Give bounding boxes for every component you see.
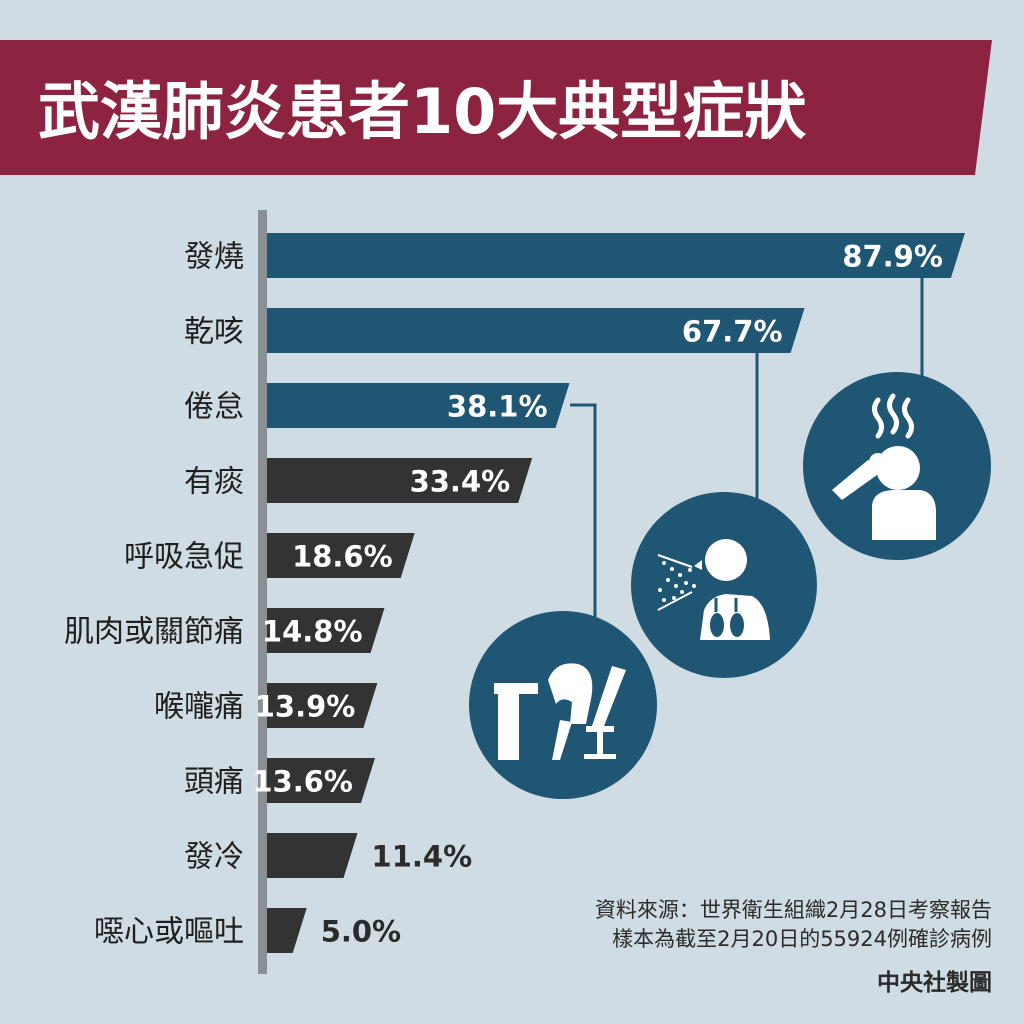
value-label: 18.6% xyxy=(292,540,393,574)
category-label: 喉嚨痛 xyxy=(154,690,244,725)
value-label: 67.7% xyxy=(682,315,783,349)
bar-10 xyxy=(267,908,307,953)
value-label: 87.9% xyxy=(842,240,943,274)
bar-8 xyxy=(267,758,375,803)
dry-cough-icon xyxy=(631,492,817,678)
source-line-2: 樣本為截至2月20日的55924例確診病例 xyxy=(612,927,992,951)
category-label: 發冷 xyxy=(184,840,244,875)
title-band xyxy=(0,40,992,175)
fever-icon xyxy=(803,372,991,560)
bar-5 xyxy=(267,533,415,578)
category-label: 肌肉或關節痛 xyxy=(64,615,244,650)
bar-1 xyxy=(267,233,965,278)
category-label: 發燒 xyxy=(184,240,244,275)
value-label: 13.6% xyxy=(252,765,353,799)
connector-fatigue xyxy=(570,403,597,640)
value-label: 5.0% xyxy=(321,915,401,949)
value-label: 13.9% xyxy=(255,690,356,724)
chart-title: 武漢肺炎患者10大典型症狀 xyxy=(38,75,806,148)
category-label: 有痰 xyxy=(184,465,244,500)
bars-layer: 發燒 87.9% 乾咳 67.7% 倦怠 38.1% 有痰 33.4% 呼吸急促 18.6% 肌肉或… xyxy=(64,233,965,953)
bar-3 xyxy=(267,383,570,428)
y-axis-spine xyxy=(258,210,267,974)
category-label: 頭痛 xyxy=(184,765,244,800)
category-label: 倦怠 xyxy=(184,390,244,425)
source-line-1: 資料來源：世界衛生組織2月28日考察報告 xyxy=(595,898,992,922)
bar-4 xyxy=(267,458,533,503)
fatigue-icon xyxy=(469,611,657,799)
category-label: 乾咳 xyxy=(184,315,244,350)
category-label: 噁心或嘔吐 xyxy=(94,915,244,950)
connector-lines xyxy=(570,278,924,640)
bar-6 xyxy=(267,608,385,653)
category-label: 呼吸急促 xyxy=(124,540,244,575)
credit: 中央社製圖 xyxy=(877,969,992,996)
value-label: 33.4% xyxy=(410,465,511,499)
value-label: 11.4% xyxy=(372,840,473,874)
bar-7 xyxy=(267,683,378,728)
value-label: 38.1% xyxy=(447,390,548,424)
bar-9 xyxy=(267,833,358,878)
value-label: 14.8% xyxy=(262,615,363,649)
bar-2 xyxy=(267,308,805,353)
